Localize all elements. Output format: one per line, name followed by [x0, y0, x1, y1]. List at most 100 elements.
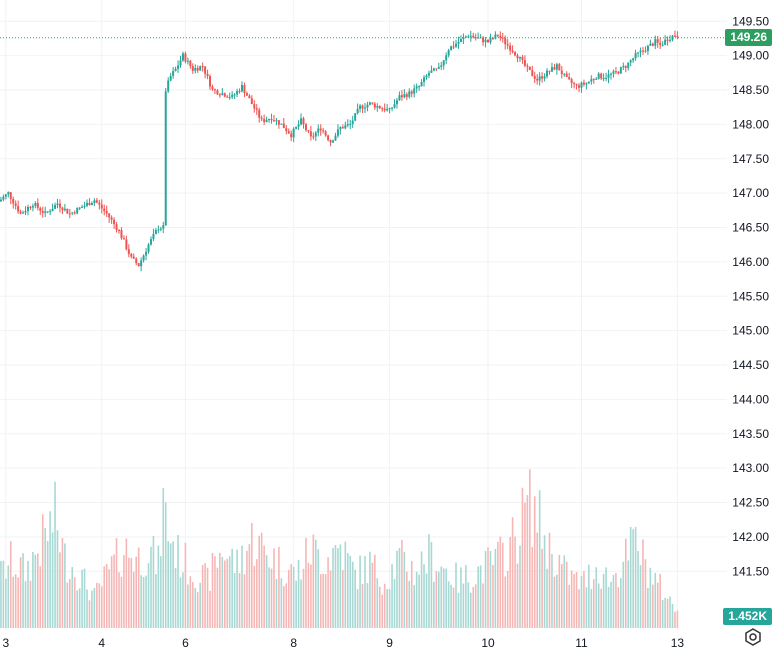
candle-body	[605, 77, 608, 79]
volume-bar	[602, 573, 605, 628]
volume-bar	[137, 547, 140, 628]
volume-bar	[610, 581, 612, 628]
volume-bar	[24, 581, 27, 628]
volume-bar	[674, 611, 676, 628]
candle-body	[236, 91, 239, 95]
volume-bar	[425, 573, 428, 628]
volume-bar	[624, 538, 627, 628]
volume-bar	[179, 577, 182, 628]
time-tick-label: 8	[290, 636, 297, 650]
candle-body	[430, 70, 433, 73]
candle-body	[258, 109, 261, 118]
candle-body	[22, 212, 25, 214]
volume-bar	[71, 567, 74, 628]
volume-bar	[125, 538, 128, 628]
volume-bar	[238, 573, 241, 628]
volume-bar	[251, 522, 253, 628]
volume-bar	[632, 529, 634, 628]
candle-body	[142, 255, 145, 261]
volume-bar	[123, 555, 125, 628]
volume-bar	[329, 570, 332, 628]
candle-body	[506, 44, 509, 46]
volume-bar	[64, 543, 66, 628]
candle-body	[186, 60, 189, 62]
volume-bar	[524, 502, 526, 628]
volume-bar	[268, 567, 270, 628]
volume-bar	[671, 604, 674, 628]
candle-body	[68, 213, 71, 215]
candle-body	[676, 35, 679, 37]
volume-bar	[241, 545, 243, 628]
candle-body	[147, 244, 150, 252]
volume-bar	[354, 569, 356, 628]
candle-body	[199, 66, 202, 71]
candle-body	[295, 126, 298, 129]
candle-body	[563, 73, 566, 75]
volume-bar	[140, 575, 142, 628]
price-tick-label: 142.00	[732, 530, 769, 544]
candle-body	[105, 211, 108, 214]
time-axis[interactable]: 3 4 6 8 9 10 11 13	[2, 636, 684, 650]
candle-body	[93, 200, 96, 204]
candle-body	[245, 93, 248, 96]
volume-bar	[642, 539, 644, 628]
volume-bar	[334, 544, 337, 628]
volume-bar	[147, 563, 150, 628]
volume-bar	[59, 552, 61, 628]
candle-body	[437, 66, 440, 69]
candle-body	[378, 106, 381, 109]
candle-body	[196, 68, 199, 71]
volume-bar	[386, 589, 388, 628]
candle-body	[383, 108, 386, 111]
volume-bar	[14, 574, 17, 628]
candle-body	[560, 70, 563, 75]
volume-bar	[120, 576, 123, 628]
price-tick-label: 141.50	[732, 564, 769, 578]
volume-bar	[100, 586, 103, 628]
price-tick-label: 146.50	[732, 221, 769, 235]
candle-body	[489, 38, 492, 43]
candle-body	[90, 203, 93, 206]
candle-body	[282, 123, 285, 129]
volume-bar	[666, 598, 669, 628]
volume-bar	[132, 571, 135, 628]
volume-bar	[337, 548, 339, 628]
price-axis[interactable]: 149.50 149.00 148.50 148.00 147.50 147.00 146.…	[732, 14, 769, 578]
candle-body	[179, 60, 182, 66]
volume-bar	[583, 570, 585, 628]
candle-body	[602, 77, 605, 79]
volume-bar	[157, 545, 160, 628]
volume-bar	[155, 573, 157, 628]
candle-body	[238, 91, 241, 93]
volume-bar	[556, 574, 558, 628]
candle-body	[280, 123, 283, 125]
candle-body	[66, 208, 69, 214]
volume-bar	[310, 564, 312, 628]
candle-body	[164, 91, 167, 226]
volume-bar	[169, 543, 172, 628]
candle-body	[511, 50, 514, 53]
candle-body	[130, 254, 133, 257]
candle-body	[590, 79, 593, 82]
candle-body	[575, 84, 578, 86]
candle-body	[98, 202, 101, 205]
volume-bar	[393, 579, 396, 628]
volume-bar	[615, 572, 617, 628]
volume-bar	[182, 572, 184, 628]
volume-bar	[588, 564, 590, 628]
volume-bar	[573, 573, 575, 628]
volume-bar	[135, 556, 138, 628]
candle-body	[391, 107, 394, 109]
candle-body	[285, 128, 288, 132]
volume-bar	[661, 600, 664, 628]
chart-settings-button[interactable]	[743, 627, 763, 647]
candle-body	[265, 120, 268, 122]
volume-bar	[401, 539, 403, 628]
candle-body	[641, 50, 644, 52]
candle-body	[260, 117, 263, 119]
candle-body	[177, 65, 180, 69]
candle-body	[263, 118, 266, 122]
volume-bar	[489, 551, 492, 628]
